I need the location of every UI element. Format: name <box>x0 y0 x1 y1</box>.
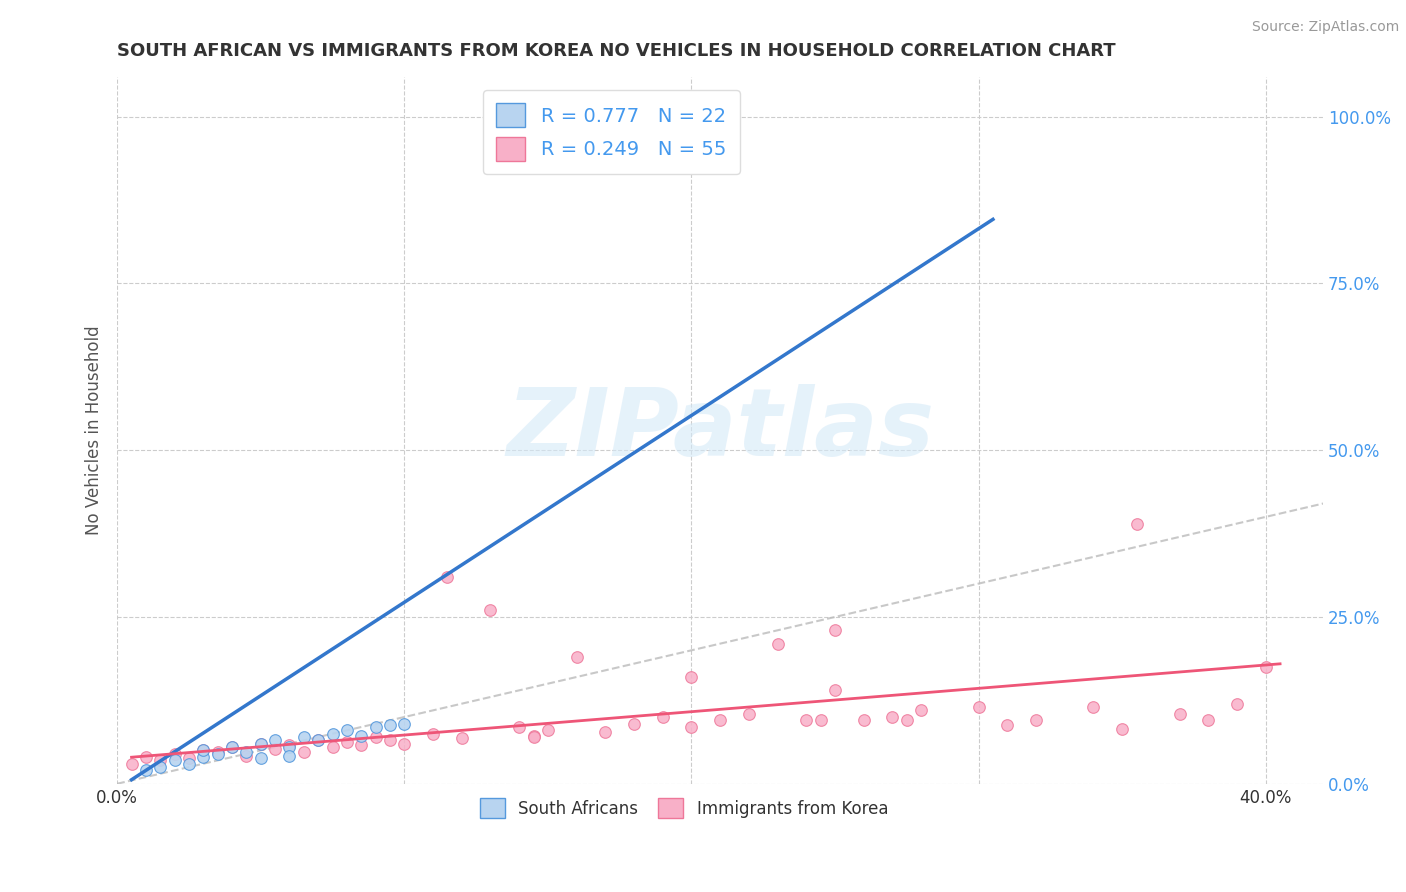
Point <box>278 748 301 763</box>
Point <box>249 751 271 765</box>
Point <box>278 738 301 752</box>
Point <box>207 747 229 761</box>
Point <box>1197 714 1219 728</box>
Point <box>967 700 990 714</box>
Point <box>479 603 502 617</box>
Point <box>163 753 186 767</box>
Point <box>249 737 271 751</box>
Point <box>824 683 846 698</box>
Point <box>292 730 315 744</box>
Point <box>522 730 544 744</box>
Point <box>350 729 373 743</box>
Point <box>508 720 530 734</box>
Point <box>422 727 444 741</box>
Point <box>1083 700 1105 714</box>
Point <box>522 729 544 743</box>
Point <box>221 739 243 754</box>
Point <box>1111 722 1133 736</box>
Point <box>221 739 243 754</box>
Point <box>350 738 373 752</box>
Point <box>1125 516 1147 531</box>
Point <box>436 570 458 584</box>
Point <box>681 670 703 684</box>
Point <box>910 703 932 717</box>
Point <box>1025 714 1047 728</box>
Point <box>794 714 817 728</box>
Point <box>264 733 287 747</box>
Point <box>135 750 157 764</box>
Point <box>709 714 731 728</box>
Point <box>810 714 832 728</box>
Point <box>1254 660 1277 674</box>
Point <box>249 737 271 751</box>
Point <box>882 710 904 724</box>
Point <box>364 720 387 734</box>
Point <box>336 723 359 738</box>
Point <box>307 733 329 747</box>
Point <box>135 764 157 778</box>
Point <box>307 733 329 747</box>
Legend: South Africans, Immigrants from Korea: South Africans, Immigrants from Korea <box>474 791 894 825</box>
Text: ZIPatlas: ZIPatlas <box>506 384 934 476</box>
Point <box>1168 706 1191 721</box>
Point <box>378 733 401 747</box>
Point <box>193 750 215 764</box>
Point <box>177 751 200 765</box>
Point <box>177 756 200 771</box>
Point <box>149 753 172 767</box>
Point <box>193 743 215 757</box>
Point <box>852 714 875 728</box>
Point <box>824 624 846 638</box>
Point <box>292 745 315 759</box>
Point <box>264 742 287 756</box>
Point <box>336 735 359 749</box>
Point <box>378 718 401 732</box>
Point <box>651 710 673 724</box>
Point <box>163 747 186 761</box>
Point <box>565 650 588 665</box>
Point <box>681 720 703 734</box>
Point <box>738 706 761 721</box>
Point <box>995 718 1018 732</box>
Point <box>322 739 344 754</box>
Point <box>235 745 257 759</box>
Point <box>207 745 229 759</box>
Point <box>896 714 918 728</box>
Point <box>149 760 172 774</box>
Point <box>121 756 143 771</box>
Point <box>595 724 617 739</box>
Point <box>364 730 387 744</box>
Point <box>394 716 416 731</box>
Point <box>450 731 472 746</box>
Text: SOUTH AFRICAN VS IMMIGRANTS FROM KOREA NO VEHICLES IN HOUSEHOLD CORRELATION CHAR: SOUTH AFRICAN VS IMMIGRANTS FROM KOREA N… <box>117 42 1116 60</box>
Point <box>278 739 301 754</box>
Point <box>322 727 344 741</box>
Point <box>235 748 257 763</box>
Point <box>1226 697 1249 711</box>
Text: Source: ZipAtlas.com: Source: ZipAtlas.com <box>1251 20 1399 34</box>
Y-axis label: No Vehicles in Household: No Vehicles in Household <box>86 326 103 535</box>
Point <box>623 716 645 731</box>
Point <box>193 743 215 757</box>
Point <box>394 737 416 751</box>
Point <box>766 637 789 651</box>
Point <box>537 723 560 738</box>
